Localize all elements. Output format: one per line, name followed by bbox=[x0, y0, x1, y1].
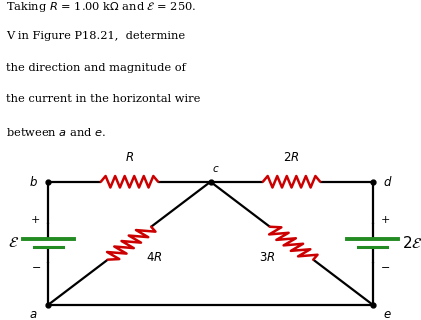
Text: Taking $R$ = 1.00 k$\Omega$ and $\mathcal{E}$ = 250.: Taking $R$ = 1.00 k$\Omega$ and $\mathca… bbox=[6, 0, 197, 14]
Text: $-$: $-$ bbox=[31, 261, 41, 271]
Text: $2\mathcal{E}$: $2\mathcal{E}$ bbox=[402, 235, 421, 251]
Text: $4R$: $4R$ bbox=[147, 251, 163, 264]
Text: $d$: $d$ bbox=[383, 175, 393, 189]
Text: +: + bbox=[381, 215, 390, 225]
Text: $2R$: $2R$ bbox=[283, 151, 300, 164]
Text: the current in the horizontal wire: the current in the horizontal wire bbox=[6, 94, 201, 104]
Text: between $a$ and $e$.: between $a$ and $e$. bbox=[6, 126, 106, 138]
Text: $b$: $b$ bbox=[29, 175, 38, 189]
Text: $-$: $-$ bbox=[380, 261, 390, 271]
Text: $R$: $R$ bbox=[125, 151, 134, 164]
Text: +: + bbox=[31, 215, 40, 225]
Text: $a$: $a$ bbox=[29, 308, 38, 320]
Text: $e$: $e$ bbox=[383, 308, 392, 320]
Text: $c$: $c$ bbox=[212, 164, 219, 174]
Text: $\mathcal{E}$: $\mathcal{E}$ bbox=[8, 236, 19, 250]
Text: the direction and magnitude of: the direction and magnitude of bbox=[6, 63, 186, 73]
Text: $3R$: $3R$ bbox=[258, 251, 274, 264]
Text: V in Figure P18.21,  determine: V in Figure P18.21, determine bbox=[6, 31, 185, 42]
